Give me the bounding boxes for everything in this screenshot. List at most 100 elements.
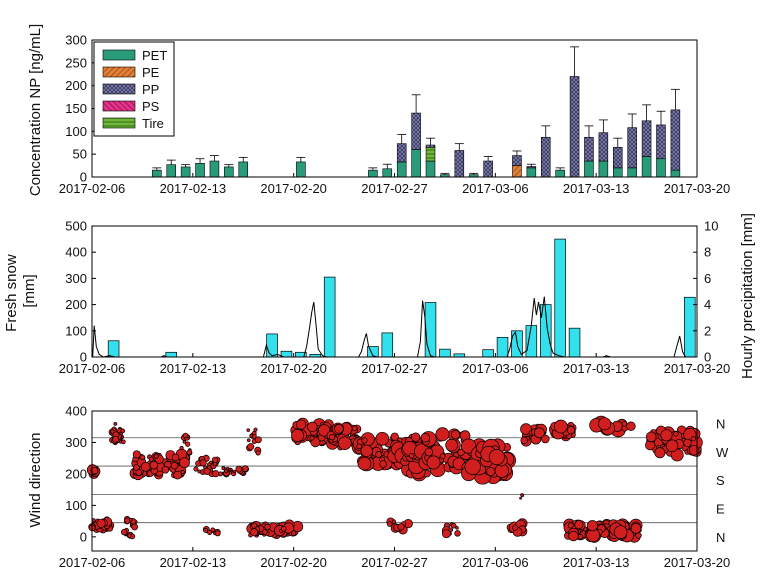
snow-y-label: Fresh snow [mm] [3, 250, 38, 332]
snow-bar [165, 351, 177, 358]
wind-point [520, 493, 525, 498]
wind-point [96, 518, 106, 528]
x-tick-label: 2017-02-27 [361, 555, 428, 570]
bar-pp [483, 160, 493, 178]
wind-point [520, 436, 528, 445]
wind-point [182, 432, 189, 439]
wind-point [673, 431, 679, 437]
wind-point [660, 429, 673, 442]
y-tick-label: 500 [65, 219, 87, 234]
y-tick-label: 4 [704, 297, 711, 312]
wind-point [139, 454, 146, 460]
legend-label-ps: PS [142, 99, 160, 114]
wind-point [170, 461, 179, 470]
wind-point [454, 530, 461, 537]
bar-pp [526, 166, 537, 169]
bar-pp [396, 143, 407, 163]
bar-pet [296, 161, 306, 178]
x-tick-label: 2017-03-13 [563, 181, 630, 196]
wind-point [375, 451, 383, 458]
wind-point [135, 469, 143, 476]
wind-point [179, 457, 190, 469]
wind-point [309, 435, 315, 441]
wind-point [253, 427, 258, 432]
wind-point [218, 471, 223, 477]
wind-point [424, 447, 434, 457]
wind-point [250, 528, 259, 537]
wind-point [574, 520, 584, 530]
bar-pp [641, 120, 652, 157]
wind-point [360, 444, 373, 457]
wind-point [127, 533, 132, 538]
x-tick-label: 2017-03-06 [462, 181, 529, 196]
wind-point [357, 456, 372, 471]
wind-point [255, 450, 261, 456]
wind-point [90, 466, 99, 475]
wind-point [567, 522, 574, 529]
y-tick-label: 200 [65, 466, 87, 481]
y-tick-label: 0 [80, 350, 87, 365]
wind-point [149, 460, 159, 470]
bar-pet [641, 156, 652, 178]
concentration-y-ticks: 0 50 100 150 200 250 300 [65, 33, 96, 185]
wind-point [120, 428, 126, 434]
wind-point [132, 450, 141, 459]
x-tick-label: 2017-03-06 [462, 361, 529, 376]
wind-point [246, 428, 251, 432]
wind-point [171, 453, 180, 462]
snow-x-ticks: 2017-02-06 2017-02-13 2017-02-20 2017-02-27… [59, 353, 730, 376]
x-tick-label: 2017-02-27 [361, 361, 428, 376]
y-tick-label: 400 [65, 404, 87, 419]
y-tick-label: 8 [704, 245, 711, 260]
bar-pet [526, 167, 537, 178]
wind-point [598, 417, 612, 431]
wind-point [391, 519, 397, 524]
legend-label-pp: PP [142, 82, 159, 97]
snow-bar [424, 302, 437, 358]
wind-point [435, 427, 450, 442]
y-tick-label: 6 [704, 271, 711, 286]
hourly-precipitation-line [92, 296, 686, 358]
compass-label: E [716, 502, 725, 517]
wind-point [296, 419, 307, 430]
wind-point [690, 436, 696, 442]
legend-swatch-pp [102, 83, 136, 95]
snow-bars [107, 238, 696, 358]
wind-point [665, 439, 679, 452]
bar-pet [613, 167, 623, 178]
wind-point [486, 466, 496, 477]
compass-label: W [716, 445, 729, 460]
wind-point [121, 439, 126, 445]
wind-point [334, 424, 344, 434]
wind-y-label: Wind direction [27, 432, 44, 527]
wind-point [356, 443, 363, 450]
y-tick-label: 2 [704, 323, 711, 338]
wind-point [445, 438, 458, 452]
concentration-x-ticks: 2017-02-06 2017-02-13 2017-02-20 2017-02-27… [59, 173, 731, 196]
legend-label-pe: PE [142, 65, 160, 80]
y-tick-label: 100 [65, 124, 87, 139]
x-tick-label: 2017-03-20 [664, 181, 731, 196]
wind-point [448, 527, 453, 532]
wind-point [455, 526, 459, 530]
wind-point [207, 529, 213, 535]
wind-point [361, 437, 368, 444]
wind-point [185, 441, 191, 447]
wind-point [519, 496, 522, 500]
snow-bar [323, 276, 336, 358]
snow-bar [525, 325, 538, 358]
concentration-y-label: Concentration NP [ng/mL] [27, 24, 44, 196]
precip-y-ticks: 0 2 4 6 8 10 [693, 219, 718, 365]
concentration-bars [152, 46, 681, 178]
snow-bar [266, 333, 278, 358]
wind-point [338, 436, 352, 450]
wind-point [120, 435, 124, 439]
wind-point [180, 469, 185, 475]
wind-point [683, 438, 692, 447]
x-tick-label: 2017-03-13 [563, 555, 630, 570]
x-tick-label: 2017-02-06 [59, 361, 126, 376]
wind-point [426, 455, 441, 470]
wind-point [153, 453, 159, 459]
